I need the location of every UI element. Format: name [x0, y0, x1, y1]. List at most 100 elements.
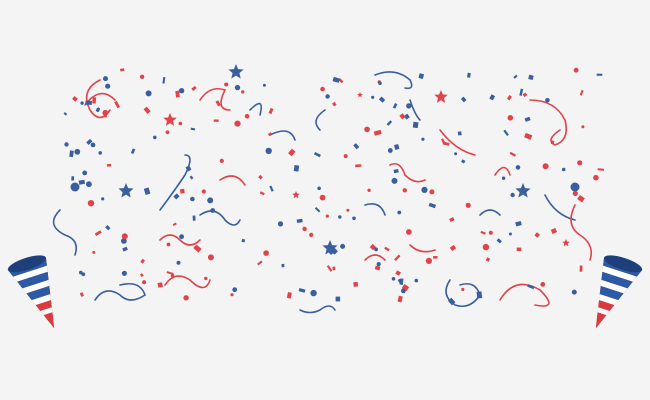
confetti-piece-icon [534, 232, 540, 238]
confetti-piece-icon [378, 96, 386, 103]
confetti-pieces [63, 67, 605, 306]
star-icon [357, 92, 363, 98]
confetti-piece-icon [442, 141, 450, 146]
confetti-dot-icon [387, 148, 393, 153]
ribbon-streamer-icon [409, 99, 421, 121]
confetti-dot-icon [319, 194, 326, 201]
confetti-dot-icon [190, 196, 195, 202]
confetti-dot-icon [376, 262, 381, 267]
confetti-piece-icon [106, 163, 112, 167]
confetti-piece-icon [313, 152, 321, 158]
confetti-piece-icon [394, 254, 401, 261]
confetti-piece-icon [509, 151, 517, 157]
confetti-dot-icon [224, 82, 229, 87]
confetti-piece-icon [180, 188, 185, 194]
confetti-piece-icon [528, 74, 534, 80]
confetti-dot-icon [102, 109, 109, 116]
confetti-dot-icon [461, 287, 465, 291]
confetti-dot-icon [325, 94, 330, 99]
star-icon [434, 90, 448, 103]
confetti-dot-icon [204, 276, 208, 281]
confetti-piece-icon [191, 85, 197, 91]
confetti-piece-icon [130, 148, 136, 155]
confetti-piece-icon [457, 131, 462, 136]
confetti-dot-icon [581, 125, 585, 129]
confetti-dot-icon [207, 197, 214, 204]
confetti-piece-icon [193, 244, 202, 253]
confetti-dot-icon [101, 197, 105, 201]
confetti-dot-icon [352, 216, 356, 221]
confetti-piece-icon [314, 207, 321, 213]
ribbon-streamer-icon [269, 130, 296, 141]
confetti-dot-icon [340, 243, 346, 249]
confetti-dot-icon [90, 142, 96, 148]
confetti-piece-icon [258, 174, 263, 180]
confetti-dot-icon [374, 247, 378, 252]
confetti-piece-icon [506, 95, 512, 101]
ribbon-streamer-icon [389, 162, 426, 183]
confetti-piece-icon [428, 202, 437, 209]
confetti-piece-icon [281, 263, 285, 268]
confetti-dot-icon [378, 81, 382, 85]
ribbon-streamer-icon [479, 209, 501, 216]
ribbon-streamer-icon [94, 282, 146, 301]
confetti-piece-icon [449, 217, 455, 222]
confetti-piece-icon [92, 97, 97, 104]
confetti-piece-icon [522, 92, 528, 98]
star-icon [118, 183, 134, 198]
confetti-dot-icon [263, 250, 269, 256]
confetti-piece-icon [527, 284, 535, 290]
confetti-piece-icon [213, 119, 219, 122]
confetti-dot-icon [540, 282, 546, 287]
confetti-dot-icon [166, 242, 171, 247]
confetti-dot-icon [207, 254, 214, 261]
confetti-dot-icon [577, 160, 583, 166]
star-icon [515, 183, 531, 198]
ribbon-streamer-icon [219, 175, 246, 186]
stars [118, 64, 570, 255]
confetti-piece-icon [485, 257, 491, 262]
confetti-dot-icon [178, 88, 185, 94]
confetti-dot-icon [401, 288, 406, 294]
ribbon-streamer-icon [499, 283, 550, 307]
confetti-piece-icon [397, 295, 403, 303]
confetti-dot-icon [183, 295, 189, 301]
confetti-piece-icon [143, 187, 151, 195]
confetti-piece-icon [460, 96, 467, 103]
confetti-dot-icon [121, 233, 128, 240]
confetti-dot-icon [210, 208, 216, 213]
ribbon-streamer-icon [570, 204, 593, 261]
confetti-piece-icon [173, 193, 180, 200]
confetti-piece-icon [386, 120, 393, 126]
confetti-piece-icon [489, 94, 496, 101]
confetti-dot-icon [343, 154, 348, 159]
confetti-piece-icon [412, 121, 419, 129]
confetti-piece-icon [157, 282, 163, 288]
confetti-piece-icon [78, 179, 86, 185]
confetti-dot-icon [98, 151, 102, 155]
confetti-piece-icon [447, 297, 456, 306]
confetti-dot-icon [367, 188, 371, 192]
confetti-dot-icon [561, 167, 566, 172]
confetti-dot-icon [508, 232, 512, 236]
confetti-piece-icon [162, 77, 166, 84]
confetti-dot-icon [105, 83, 111, 89]
confetti-piece-icon [332, 101, 337, 107]
confetti-piece-icon [139, 273, 144, 277]
confetti-piece-icon [269, 185, 274, 192]
ribbon-streamer-icon [159, 234, 201, 246]
confetti-piece-icon [550, 140, 555, 145]
confetti-piece-icon [395, 270, 401, 276]
ribbon-streamer-icon [299, 305, 336, 314]
confetti-dot-icon [325, 214, 329, 218]
ribbon-streamer-icon [364, 254, 386, 261]
confetti-dot-icon [371, 95, 375, 99]
confetti-dot-icon [572, 190, 578, 196]
confetti-dot-icon [201, 189, 206, 194]
confetti-piece-icon [241, 238, 246, 243]
confetti-piece-icon [384, 246, 390, 252]
confetti-piece-icon [69, 150, 74, 158]
star-icon [562, 239, 570, 247]
confetti-dot-icon [179, 234, 185, 240]
confetti-piece-icon [114, 100, 120, 109]
